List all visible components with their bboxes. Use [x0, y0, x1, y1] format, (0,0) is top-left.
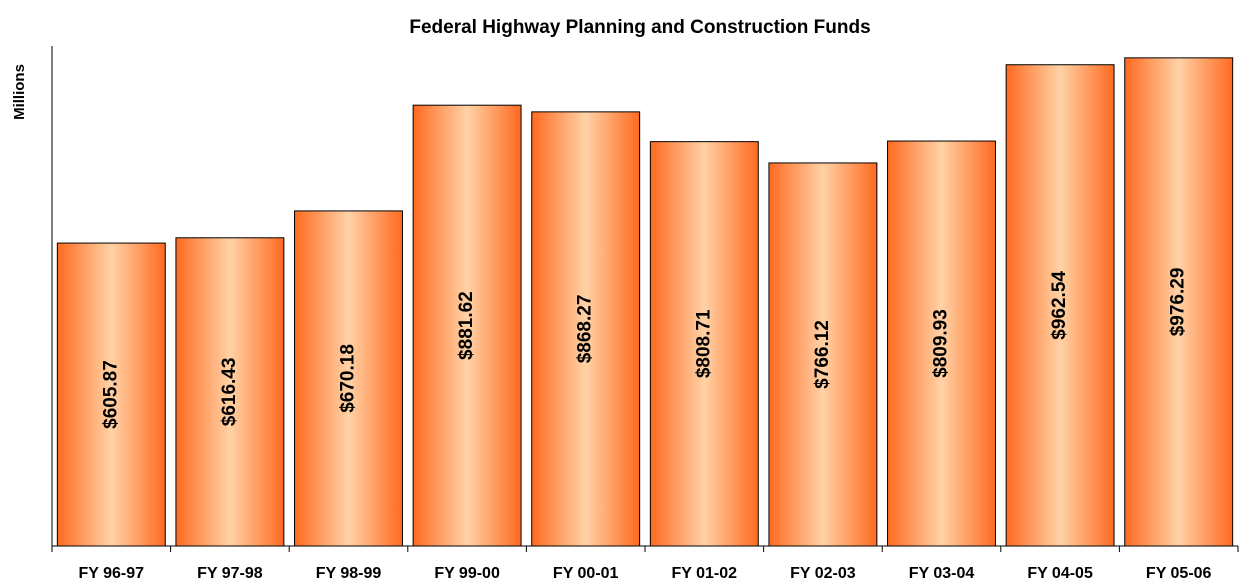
bar — [649, 141, 759, 547]
x-tick-label: FY 00-01 — [553, 565, 619, 582]
bar — [56, 242, 166, 547]
x-tick-label: FY 96-97 — [79, 565, 145, 582]
data-label: $616.43 — [219, 358, 240, 427]
data-label: $881.62 — [456, 291, 477, 360]
bar — [1005, 64, 1115, 547]
bar — [294, 210, 403, 547]
data-label: $976.29 — [1168, 268, 1189, 337]
bar — [768, 162, 878, 547]
chart-title: Federal Highway Planning and Constructio… — [409, 17, 870, 38]
bar — [887, 140, 996, 547]
x-tick-label: FY 03-04 — [909, 565, 975, 582]
x-tick-label: FY 02-03 — [790, 565, 856, 582]
x-tick-label: FY 04-05 — [1027, 565, 1093, 582]
data-label: $605.87 — [100, 360, 121, 429]
x-tick-label: FY 01-02 — [672, 565, 738, 582]
data-label: $809.93 — [931, 309, 952, 378]
bar — [175, 237, 285, 547]
data-label: $670.18 — [338, 344, 359, 413]
bar — [1124, 57, 1234, 547]
x-tick-label: FY 99-00 — [434, 565, 500, 582]
data-label: $766.12 — [812, 320, 833, 389]
x-tick-label: FY 98-99 — [316, 565, 382, 582]
data-label: $808.71 — [693, 309, 714, 378]
bar — [531, 111, 641, 547]
x-tick-label: FY 97-98 — [197, 565, 263, 582]
data-label: $962.54 — [1049, 271, 1070, 340]
data-label: $868.27 — [575, 295, 596, 364]
x-tick-label: FY 05-06 — [1146, 565, 1212, 582]
bar — [412, 104, 522, 547]
y-axis-label: Millions — [11, 64, 28, 120]
